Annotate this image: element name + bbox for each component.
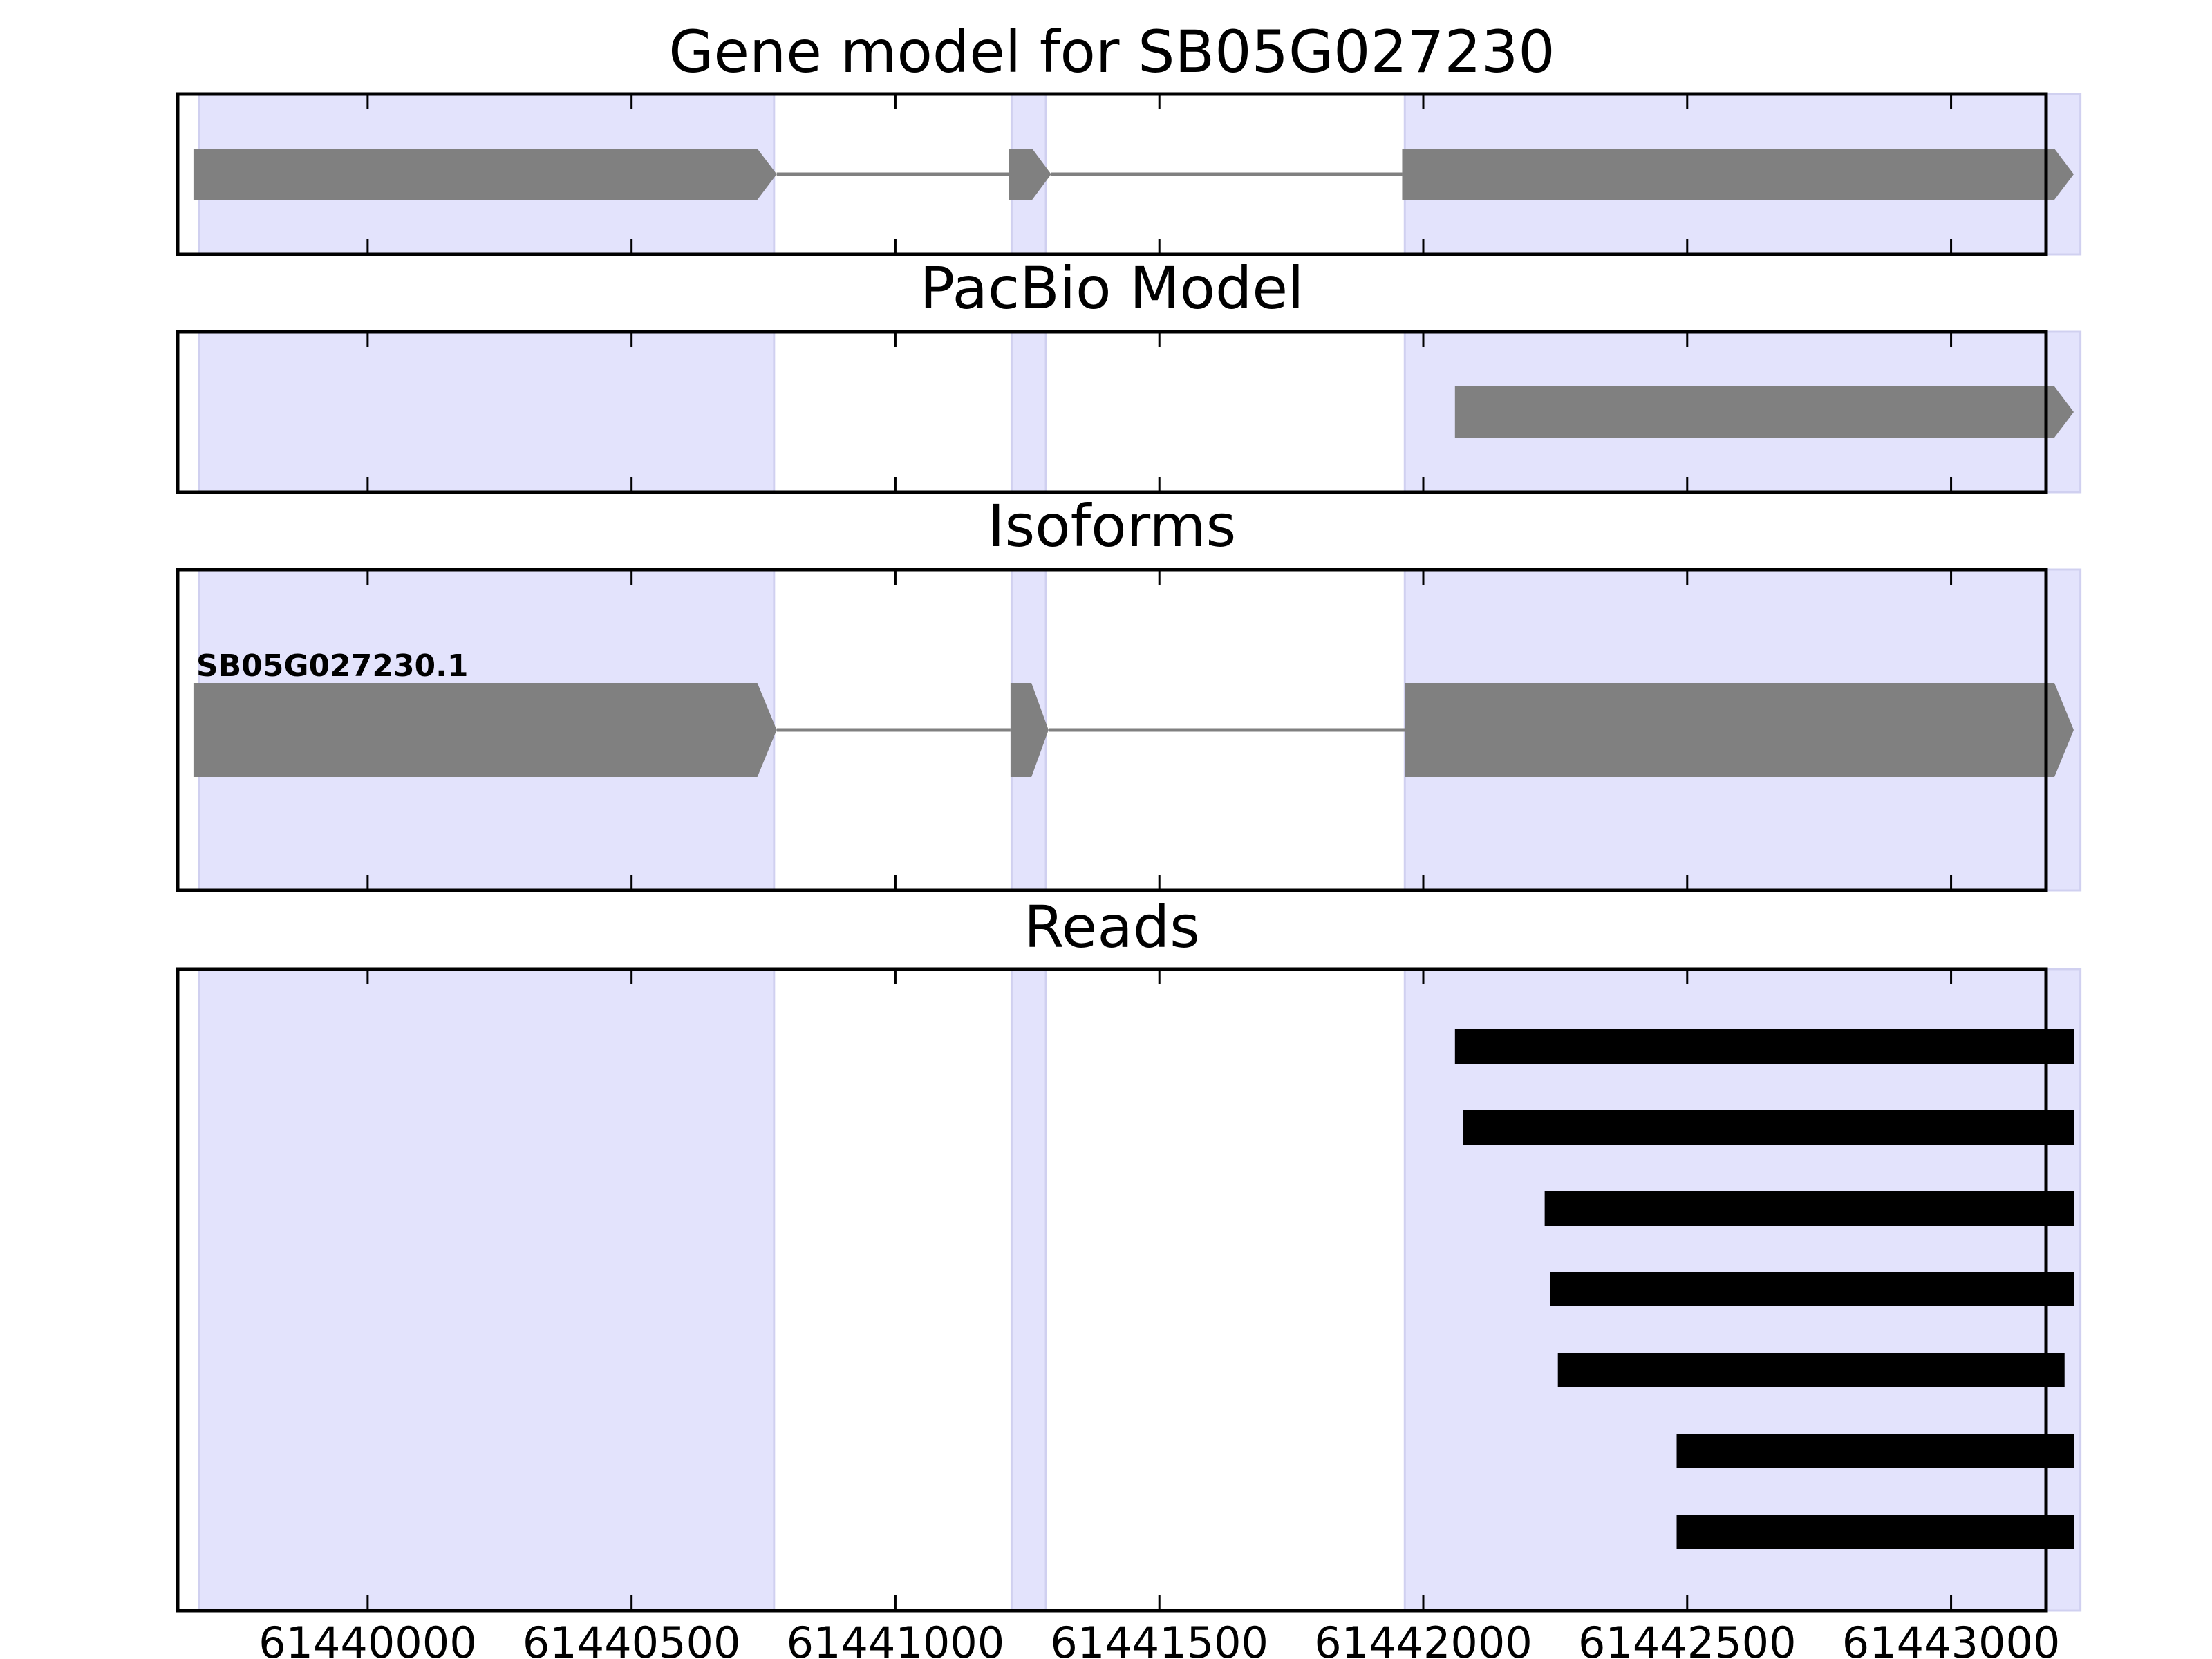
read-bar	[1676, 1515, 2074, 1549]
x-tick-label: 61441500	[1050, 1618, 1268, 1659]
x-axis: 61440000 61440500 61441000 61441500 61442000…	[259, 1618, 2060, 1659]
x-tick-label: 61440000	[259, 1618, 477, 1659]
panel-2: PacBio Model	[176, 254, 2082, 494]
panel-1: Gene model for SB05G027230	[176, 18, 2082, 256]
panel-title: Gene model for SB05G027230	[668, 18, 1555, 86]
read-bar	[1544, 1191, 2074, 1226]
panel-frame	[176, 967, 2048, 1613]
panel-title: PacBio Model	[920, 254, 1304, 322]
exon-region-band	[1010, 968, 1047, 1612]
read-bar	[1463, 1110, 2074, 1145]
panels-layer: Gene model for SB05G027230 PacBio Model Is…	[176, 18, 2082, 1613]
panel-frame	[176, 330, 2048, 494]
x-tick-label: 61442000	[1314, 1618, 1533, 1659]
panel-title: Isoforms	[988, 492, 1237, 560]
x-tick-label: 61442500	[1578, 1618, 1797, 1659]
panel-title: Reads	[1024, 893, 1200, 961]
read-bar	[1676, 1434, 2074, 1468]
x-tick-label: 61441000	[787, 1618, 1005, 1659]
exon-block	[1010, 683, 1049, 777]
panel-frame	[176, 568, 2048, 892]
exon-block	[1402, 149, 2074, 200]
x-tick-label: 61443000	[1842, 1618, 2061, 1659]
x-tick-label: 61440500	[523, 1618, 741, 1659]
exon-block	[1454, 386, 2074, 438]
exon-block	[1009, 149, 1051, 200]
read-bar	[1557, 1353, 2065, 1387]
read-bar	[1454, 1029, 2074, 1064]
exon-region-band	[198, 968, 776, 1612]
isoform-label: SB05G027230.1	[196, 648, 469, 684]
read-bar	[1550, 1272, 2074, 1306]
exon-region-band	[198, 330, 776, 494]
panel-frame	[176, 92, 2048, 256]
exon-block	[193, 683, 777, 777]
panel-3: Isoforms SB05G027230.1	[176, 492, 2082, 892]
exon-block	[1405, 683, 2074, 777]
exon-block	[193, 149, 777, 200]
panel-4: Reads	[176, 893, 2082, 1613]
exon-region-band	[1010, 330, 1047, 494]
